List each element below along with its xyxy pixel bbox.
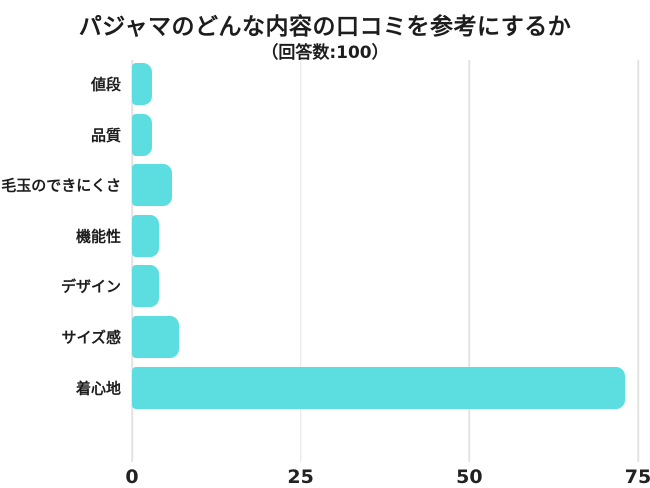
chart-subtitle: （回答数:100）	[261, 43, 389, 63]
bar	[132, 113, 153, 156]
bar	[132, 164, 173, 207]
bar	[132, 366, 625, 409]
gridline-50	[468, 60, 471, 462]
bar	[132, 316, 180, 358]
category-label: デザイン	[60, 277, 121, 296]
category-label: 値段	[90, 75, 121, 94]
gridlines	[131, 60, 639, 462]
x-tick-label: 0	[125, 466, 139, 488]
category-label: サイズ感	[61, 328, 121, 347]
x-tick-label: 25	[287, 466, 314, 488]
category-label: 毛玉のできにくさ	[1, 176, 121, 195]
gridline-0	[131, 60, 133, 462]
category-label: 着心地	[75, 379, 121, 398]
x-tick-label: 75	[624, 466, 650, 488]
x-axis: 0 25 50 75	[125, 466, 650, 488]
gridline-75	[637, 60, 639, 462]
bar-rows	[132, 60, 638, 462]
bar	[132, 265, 159, 308]
category-label: 機能性	[75, 227, 121, 246]
plot-area	[131, 60, 639, 462]
gridline-25	[299, 60, 302, 462]
x-tick-label: 50	[456, 466, 483, 488]
category-label: 品質	[90, 126, 121, 145]
bar	[132, 214, 159, 257]
chart-title: パジャマのどんな内容の口コミを参考にするか	[78, 14, 572, 40]
bar	[132, 63, 153, 105]
